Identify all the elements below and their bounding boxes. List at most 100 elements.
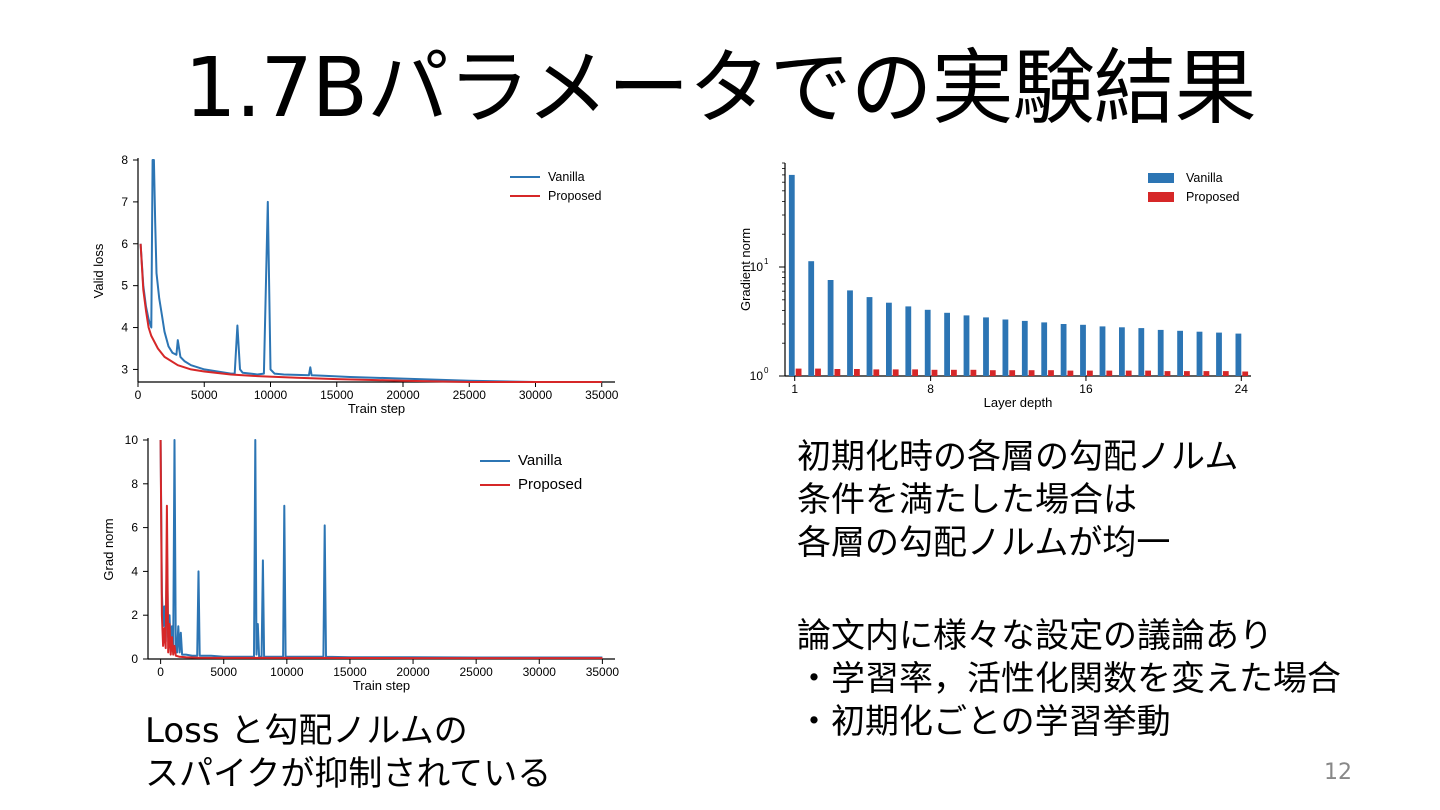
y-tick-label: 4 xyxy=(131,564,138,578)
right-text-block-1: 初期化時の各層の勾配ノルム 条件を満たした場合は 各層の勾配ノルムが均一 xyxy=(797,436,1238,565)
bar-vanilla xyxy=(1099,326,1106,376)
y-tick-label: 7 xyxy=(121,195,128,209)
x-tick-label: 10000 xyxy=(254,388,288,402)
bar-vanilla xyxy=(1002,319,1009,376)
bar-vanilla xyxy=(1080,324,1086,376)
x-tick-label: 35000 xyxy=(585,388,619,402)
x-axis-label: Train step xyxy=(348,401,405,416)
bar-proposed xyxy=(1067,370,1074,376)
right-text-line: 初期化時の各層の勾配ノルム xyxy=(797,437,1239,477)
legend-label: Vanilla xyxy=(518,452,563,469)
y-tick-label: 4 xyxy=(121,321,128,335)
right-text-line: ・学習率，活性化関数を変えた場合 xyxy=(797,659,1341,699)
bar-vanilla xyxy=(1216,332,1222,376)
bar-proposed xyxy=(1222,371,1229,376)
bar-vanilla xyxy=(1235,333,1242,376)
x-tick-label: 24 xyxy=(1235,382,1249,396)
y-tick-label: 10 xyxy=(125,433,139,447)
y-tick-label: 2 xyxy=(131,608,138,622)
bar-vanilla xyxy=(905,306,912,376)
x-tick-label: 15000 xyxy=(333,665,367,679)
bar-vanilla xyxy=(1177,330,1183,376)
y-tick-superscript: 0 xyxy=(764,366,769,375)
legend-swatch xyxy=(1148,173,1174,183)
page-number: 12 xyxy=(1324,760,1352,785)
x-tick-label: 5000 xyxy=(191,388,218,402)
series-line-proposed xyxy=(159,439,603,660)
bar-proposed xyxy=(1087,370,1093,376)
grad-norm-chart: 0 5000 10000 15000 20000 25000 30000 35000 0 2 4 6 8… xyxy=(101,433,619,693)
bar-proposed xyxy=(1164,371,1171,376)
y-tick-label: 8 xyxy=(121,153,128,167)
bar-vanilla xyxy=(827,280,834,376)
y-tick-label: 0 xyxy=(131,652,138,666)
bar-vanilla xyxy=(866,297,873,376)
right-text-line: 各層の勾配ノルムが均一 xyxy=(797,523,1171,563)
legend-label: Proposed xyxy=(518,476,582,493)
y-axis-label: Valid loss xyxy=(91,243,106,298)
y-tick-label: 8 xyxy=(131,477,138,491)
slide-title: 1.7Bパラメータでの実験結果 xyxy=(184,41,1256,136)
y-tick-label: 10 xyxy=(750,260,764,274)
caption-left-line: Loss と勾配ノルムの xyxy=(145,711,468,751)
y-tick-label: 3 xyxy=(121,362,128,376)
bar-vanilla xyxy=(1196,331,1203,376)
bar-proposed xyxy=(815,368,821,376)
x-axis-label: Train step xyxy=(353,678,410,693)
x-tick-label: 30000 xyxy=(523,665,557,679)
bar-vanilla xyxy=(1021,320,1028,376)
x-tick-label: 25000 xyxy=(453,388,487,402)
bar-proposed xyxy=(1184,371,1190,376)
y-axis-label: Grad norm xyxy=(101,518,116,580)
bar-proposed xyxy=(1009,370,1016,376)
bar-vanilla xyxy=(788,174,795,376)
bar-vanilla xyxy=(1041,322,1048,376)
valid-loss-chart: 0 5000 10000 15000 20000 25000 30000 35000 3 4 5 6 7… xyxy=(91,153,619,416)
bar-proposed xyxy=(1145,370,1151,376)
bar-vanilla xyxy=(963,315,970,376)
legend-label: Proposed xyxy=(548,189,602,203)
bar-proposed xyxy=(1028,370,1035,376)
bar-vanilla xyxy=(847,290,853,376)
x-tick-label: 25000 xyxy=(459,665,493,679)
x-tick-label: 0 xyxy=(135,388,142,402)
y-tick-label: 5 xyxy=(121,279,128,293)
x-tick-label: 10000 xyxy=(270,665,304,679)
bar-vanilla xyxy=(1119,327,1125,376)
series-line-vanilla xyxy=(159,439,603,659)
bar-vanilla xyxy=(983,317,989,376)
x-tick-label: 15000 xyxy=(320,388,354,402)
bar-vanilla xyxy=(1157,329,1164,376)
bar-vanilla xyxy=(886,302,892,376)
y-tick-label: 6 xyxy=(131,521,138,535)
bar-proposed xyxy=(873,369,880,376)
caption-left: Loss と勾配ノルムの スパイクが抑制されている xyxy=(145,710,551,796)
bar-proposed xyxy=(1242,371,1249,376)
bar-vanilla xyxy=(1060,324,1067,376)
legend-label: Vanilla xyxy=(1186,171,1223,185)
x-tick-label: 1 xyxy=(791,382,798,396)
bar-proposed xyxy=(795,368,802,376)
bar-vanilla xyxy=(924,309,931,376)
caption-left-line: スパイクが抑制されている xyxy=(145,754,552,794)
bar-proposed xyxy=(970,369,977,376)
right-text-line: 論文内に様々な設定の議論あり xyxy=(797,616,1273,656)
bar-proposed xyxy=(951,369,957,376)
y-tick-superscript: 1 xyxy=(764,257,769,266)
bar-proposed xyxy=(892,369,899,376)
bar-vanilla xyxy=(1138,328,1145,376)
x-tick-label: 20000 xyxy=(386,388,420,402)
right-text-line: 条件を満たした場合は xyxy=(797,480,1137,520)
bar-proposed xyxy=(912,369,918,376)
bar-proposed xyxy=(1203,371,1210,376)
x-tick-label: 16 xyxy=(1079,382,1093,396)
legend-label: Proposed xyxy=(1186,190,1240,204)
y-axis-label: Gradient norm xyxy=(738,228,753,311)
series-line-proposed xyxy=(139,243,602,383)
bar-proposed xyxy=(834,369,841,376)
bar-proposed xyxy=(1048,370,1054,376)
legend-swatch xyxy=(1148,192,1174,202)
bar-proposed xyxy=(854,369,860,376)
bar-proposed xyxy=(1125,370,1132,376)
bar-vanilla xyxy=(944,312,950,376)
